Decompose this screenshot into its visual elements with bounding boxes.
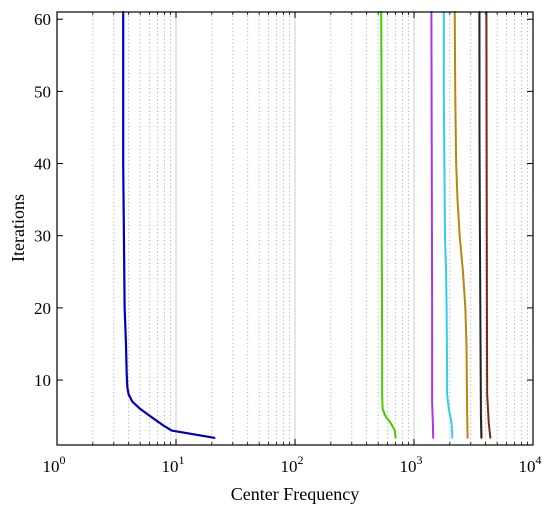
- series-line: [380, 11, 397, 439]
- grid: [92, 12, 529, 445]
- series-line: [453, 11, 469, 439]
- ticks: [56, 12, 534, 445]
- y-tick-label: 10: [34, 371, 51, 390]
- series-line: [122, 10, 216, 439]
- y-tick-label: 30: [34, 227, 51, 246]
- series-line: [485, 11, 492, 439]
- x-tick-label: 102: [281, 453, 304, 476]
- series-group: [122, 10, 492, 439]
- x-tick-labels: 100 101 102 103 104: [43, 453, 542, 476]
- y-tick-label: 60: [34, 10, 51, 29]
- y-tick-labels: 10 20 30 40 50 60: [34, 10, 51, 390]
- x-tick-label: 101: [162, 453, 185, 476]
- x-tick-label: 100: [43, 453, 66, 476]
- x-tick-label: 103: [400, 453, 423, 476]
- y-tick-label: 40: [34, 155, 51, 174]
- y-axis-label: Iterations: [8, 194, 28, 262]
- x-tick-label: 104: [519, 453, 542, 476]
- series-line: [430, 11, 435, 439]
- x-axis-label: Center Frequency: [231, 484, 359, 504]
- y-tick-label: 50: [34, 82, 51, 101]
- series-line: [478, 11, 483, 439]
- series-line: [442, 11, 454, 439]
- y-tick-label: 20: [34, 299, 51, 318]
